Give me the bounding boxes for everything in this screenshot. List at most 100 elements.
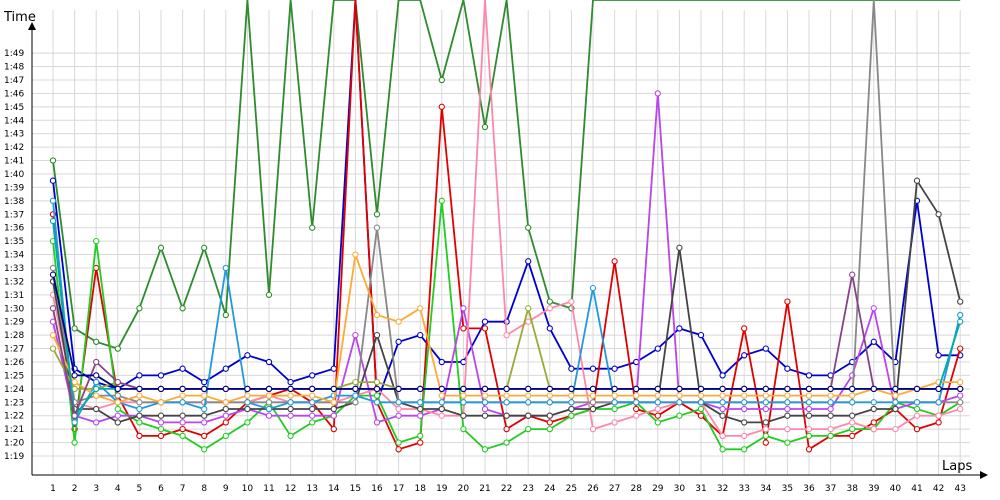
data-point: [870, 385, 877, 393]
data-point: [741, 385, 748, 393]
data-point: [568, 385, 575, 393]
data-point: [352, 251, 359, 258]
x-tick-label: 35: [782, 484, 793, 494]
data-point: [179, 399, 186, 406]
data-point: [309, 412, 316, 419]
data-point: [805, 446, 813, 453]
data-point: [114, 385, 121, 393]
x-tick-label: 23: [522, 484, 533, 494]
x-tick-label: 17: [393, 484, 404, 494]
data-point: [525, 385, 532, 393]
data-point: [460, 325, 467, 332]
data-point: [957, 405, 964, 413]
data-point: [395, 405, 402, 413]
data-point: [93, 392, 100, 399]
data-point: [309, 372, 316, 379]
data-point: [244, 392, 251, 399]
data-point: [503, 392, 510, 399]
x-tick-label: 24: [544, 484, 556, 494]
data-point: [481, 385, 489, 393]
data-point: [957, 378, 964, 386]
x-tick-label: 42: [933, 484, 944, 494]
x-tick-label: 27: [609, 484, 620, 494]
x-tick-label: 18: [414, 484, 426, 494]
data-point: [201, 378, 208, 386]
data-point: [157, 412, 165, 419]
x-tick-label: 16: [371, 484, 383, 494]
data-point: [654, 399, 661, 406]
x-tick-label: 40: [890, 484, 902, 494]
data-point: [395, 399, 402, 406]
y-tick-label: 1:43: [4, 130, 24, 140]
data-point: [568, 412, 575, 419]
data-point: [805, 385, 813, 393]
data-point: [611, 399, 618, 406]
data-point: [589, 284, 597, 292]
data-point: [805, 372, 813, 379]
y-tick-label: 1:21: [4, 425, 24, 435]
data-point: [179, 432, 186, 440]
x-axis-arrow-icon: [980, 471, 988, 479]
data-point: [417, 331, 424, 339]
data-point: [114, 419, 121, 426]
data-point: [503, 439, 510, 446]
data-point: [525, 305, 532, 312]
data-point: [93, 419, 100, 426]
data-point: [373, 385, 381, 393]
data-point: [222, 264, 229, 272]
y-tick-label: 1:37: [4, 210, 24, 220]
data-point: [309, 399, 316, 406]
data-point: [71, 378, 78, 386]
data-point: [201, 432, 208, 440]
x-tick-label: 43: [954, 484, 965, 494]
data-point: [179, 412, 186, 419]
data-point: [222, 405, 229, 413]
y-tick-label: 1:46: [4, 89, 24, 99]
data-point: [287, 412, 294, 419]
data-point: [762, 432, 769, 440]
data-point: [805, 432, 813, 440]
series-14: [49, 271, 964, 393]
y-axis-arrow-icon: [28, 22, 36, 30]
data-point: [870, 405, 877, 413]
data-point: [352, 385, 359, 393]
data-point: [395, 338, 402, 345]
data-point: [784, 392, 791, 399]
data-point: [546, 412, 553, 419]
data-point: [222, 399, 229, 406]
series-layer: [49, 0, 964, 453]
data-point: [481, 318, 489, 325]
data-point: [71, 439, 78, 446]
y-tick-label: 1:45: [4, 103, 24, 113]
data-point: [935, 352, 942, 359]
data-point: [49, 331, 57, 339]
data-point: [265, 392, 273, 399]
data-point: [71, 325, 78, 332]
x-tick-label: 2: [72, 484, 78, 494]
y-axis-title: Time: [3, 10, 36, 25]
x-tick-label: 25: [566, 484, 577, 494]
data-point: [201, 405, 208, 413]
data-point: [244, 405, 251, 413]
data-point: [136, 385, 143, 393]
data-point: [373, 331, 381, 339]
y-tick-label: 1:34: [4, 251, 24, 261]
data-point: [611, 385, 618, 393]
data-point: [957, 318, 964, 325]
x-tick-label: 21: [479, 484, 490, 494]
x-tick-label: 10: [242, 484, 254, 494]
x-tick-label: 36: [803, 484, 815, 494]
y-tick-label: 1:42: [4, 143, 24, 153]
data-point: [201, 385, 208, 393]
data-point: [438, 358, 445, 366]
data-point: [805, 412, 813, 419]
data-point: [913, 412, 921, 419]
data-point: [611, 365, 618, 372]
data-point: [762, 419, 769, 426]
data-point: [784, 425, 791, 433]
data-point: [157, 385, 165, 393]
data-point: [849, 419, 856, 426]
data-point: [114, 399, 121, 406]
x-tick-label: 19: [436, 484, 448, 494]
data-point: [395, 439, 402, 446]
